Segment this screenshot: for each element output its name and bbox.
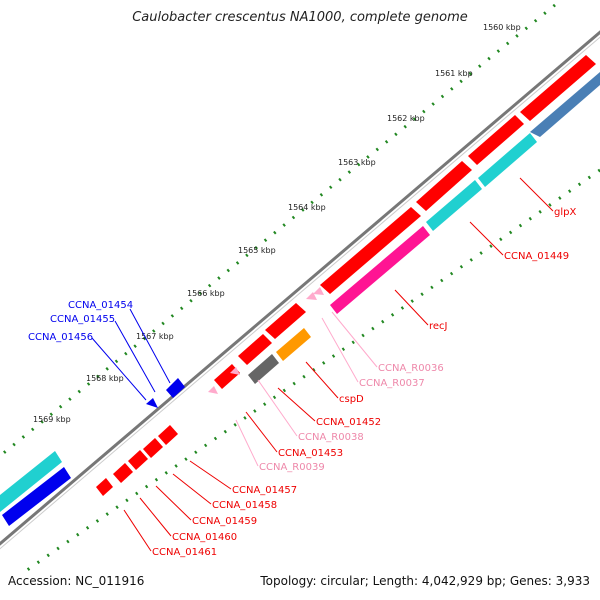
label-CCNA_01449: CCNA_01449: [504, 251, 569, 262]
feature-forward-red: [96, 478, 113, 496]
leader-CCNA_01457: [189, 460, 232, 490]
feature-pink-small: [230, 367, 240, 375]
feature-pink-small: [313, 287, 324, 295]
leader-glpX: [519, 177, 554, 212]
leader-CCNA_01458: [172, 473, 212, 505]
label-cspD: cspD: [339, 394, 364, 405]
feature-pink-small: [208, 386, 218, 394]
leader-CCNA_01459: [155, 485, 192, 521]
feature-forward-red: [113, 463, 133, 483]
kbp-tick-label: 1561 kbp: [435, 69, 473, 78]
leader-R0037: [321, 317, 359, 383]
feature-blue-left: [2, 467, 71, 526]
feature-pink-small: [306, 292, 317, 300]
label-CCNA_01452: CCNA_01452: [316, 417, 381, 428]
label-glpX: glpX: [554, 207, 576, 218]
feature-forward-red: [128, 450, 148, 470]
label-recJ: recJ: [429, 321, 448, 332]
feature-reverse-steelblue: [530, 72, 600, 137]
kbp-tick-label: 1563 kbp: [338, 158, 376, 167]
backbone-line: [0, 30, 600, 546]
leader-CCNA_01460: [139, 497, 172, 537]
label-CCNA_01453: CCNA_01453: [278, 448, 343, 459]
feature-forward-red: [468, 115, 524, 165]
feature-forward-red: [265, 303, 306, 339]
feature-reverse-grey: [248, 354, 279, 384]
kbp-tick-label: 1562 kbp: [387, 114, 425, 123]
feature-cyan-left: [0, 451, 62, 512]
label-CCNA_R0039: CCNA_R0039: [259, 462, 325, 473]
label-CCNA_01461: CCNA_01461: [152, 547, 217, 558]
feature-forward-red: [158, 425, 178, 445]
leader-recJ: [394, 289, 429, 326]
label-CCNA_01454: CCNA_01454: [68, 300, 133, 311]
label-CCNA_01458: CCNA_01458: [212, 500, 277, 511]
label-CCNA_R0038: CCNA_R0038: [298, 432, 364, 443]
outer-tick-row: [0, 3, 556, 458]
kbp-tick-label: 1564 kbp: [288, 203, 326, 212]
label-CCNA_01460: CCNA_01460: [172, 532, 237, 543]
summary-text: Topology: circular; Length: 4,042,929 bp…: [260, 574, 590, 588]
feature-forward-red: [520, 55, 596, 121]
feature-reverse-cyan: [426, 180, 482, 231]
kbp-tick-label: 1566 kbp: [187, 289, 225, 298]
feature-forward-red: [238, 334, 272, 365]
feature-forward-red: [143, 438, 163, 458]
kbp-tick-label: 1560 kbp: [483, 23, 521, 32]
leader-CCNA_01449: [469, 221, 504, 256]
feature-reverse-cyan: [478, 133, 537, 187]
feature-blue-small: [146, 398, 158, 408]
label-CCNA_01459: CCNA_01459: [192, 516, 257, 527]
inner-tick-row: [19, 168, 600, 577]
feature-forward-red: [320, 207, 421, 294]
kbp-tick-label: 1565 kbp: [238, 246, 276, 255]
feature-reverse-orange: [276, 328, 311, 361]
leader-R0038: [257, 379, 298, 437]
leader-R0036: [331, 311, 378, 368]
label-CCNA_R0037: CCNA_R0037: [359, 378, 425, 389]
label-CCNA_01457: CCNA_01457: [232, 485, 297, 496]
feature-reverse-pink: [330, 226, 430, 314]
label-CCNA_01456: CCNA_01456: [28, 332, 93, 343]
leader-CCNA_01461: [123, 509, 152, 552]
label-CCNA_R0036: CCNA_R0036: [378, 363, 444, 374]
leader-CCNA_01454: [129, 308, 171, 384]
map-title: Caulobacter crescentus NA1000, complete …: [132, 10, 468, 25]
leader-CCNA_01455: [114, 320, 156, 393]
feature-blue-small: [166, 378, 185, 398]
leader-CCNA_01452: [277, 387, 316, 422]
leader-CCNA_01453: [245, 411, 278, 453]
accession-text: Accession: NC_011916: [8, 574, 145, 588]
label-CCNA_01455: CCNA_01455: [50, 314, 115, 325]
kbp-tick-label: 1569 kbp: [33, 415, 71, 424]
leader-cspD: [305, 361, 339, 399]
feature-forward-red: [416, 161, 472, 211]
leader-CCNA_01456: [91, 337, 147, 401]
kbp-tick-label: 1567 kbp: [136, 332, 174, 341]
backbone-line-inner: [0, 36, 600, 550]
leader-R0039: [235, 419, 259, 467]
kbp-tick-label: 1568 kbp: [86, 374, 124, 383]
